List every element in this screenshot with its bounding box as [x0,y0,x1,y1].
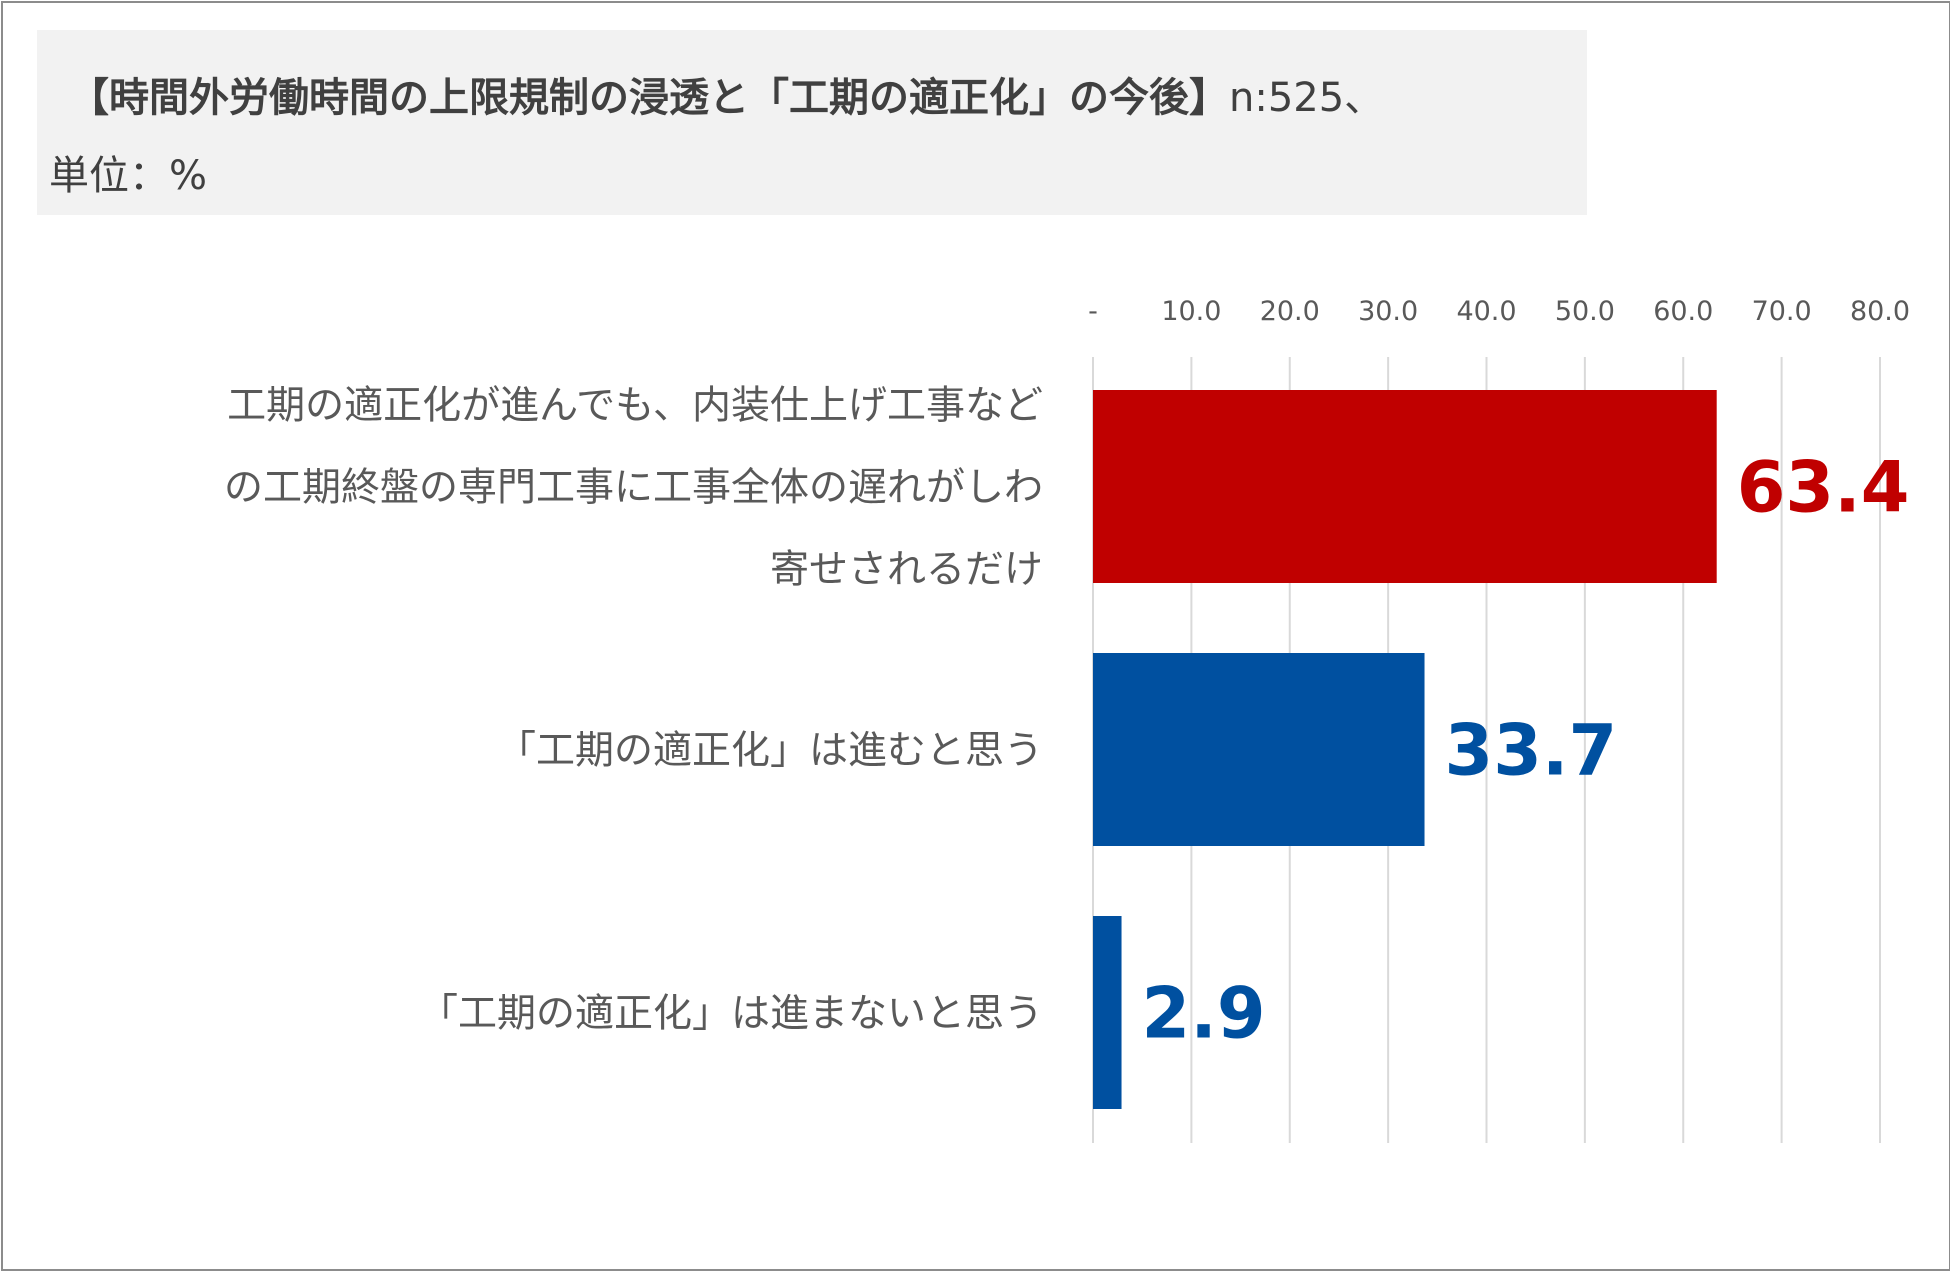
bar [1093,916,1122,1109]
chart-title-box: 【時間外労働時間の上限規制の浸透と「工期の適正化」の今後】n:525、 単位：% [37,30,1587,215]
data-label: 33.7 [1445,710,1618,792]
x-tick-label: - [1088,296,1098,327]
bar [1093,390,1717,583]
x-tick-label: 80.0 [1850,296,1910,327]
chart-title-bold: 【時間外労働時間の上限規制の浸透と「工期の適正化」の今後】 [69,75,1229,121]
data-label: 2.9 [1142,973,1266,1055]
category-label: の工期終盤の専門工事に工事全体の遅れがしわ [224,466,1043,511]
category-label: 寄せされるだけ [770,548,1043,593]
bar [1093,653,1425,846]
chart-title-sample: n:525、 [1229,75,1385,121]
bars [1093,390,1717,1109]
x-tick-label: 40.0 [1456,296,1516,327]
category-label: 工期の適正化が進んでも、内装仕上げ工事など [227,384,1043,429]
category-label: 「工期の適正化」は進むと思う [497,729,1043,774]
chart-unit-label: 単位：% [49,153,208,199]
category-label: 「工期の適正化」は進まないと思う [419,992,1043,1037]
x-axis-tick-labels: - 10.0 20.0 30.0 40.0 50.0 60.0 70.0 80.0 [1088,296,1910,327]
x-tick-label: 30.0 [1358,296,1418,327]
x-tick-label: 70.0 [1752,296,1812,327]
x-tick-label: 50.0 [1555,296,1615,327]
x-tick-label: 10.0 [1161,296,1221,327]
x-tick-label: 20.0 [1260,296,1320,327]
x-tick-label: 60.0 [1653,296,1713,327]
data-label: 63.4 [1737,447,1910,529]
data-labels: 63.4 33.7 2.9 [1142,447,1910,1055]
chart-title: 【時間外労働時間の上限規制の浸透と「工期の適正化」の今後】n:525、 [69,78,1384,118]
category-labels: 工期の適正化が進んでも、内装仕上げ工事などの工期終盤の専門工事に工事全体の遅れが… [224,384,1043,1037]
